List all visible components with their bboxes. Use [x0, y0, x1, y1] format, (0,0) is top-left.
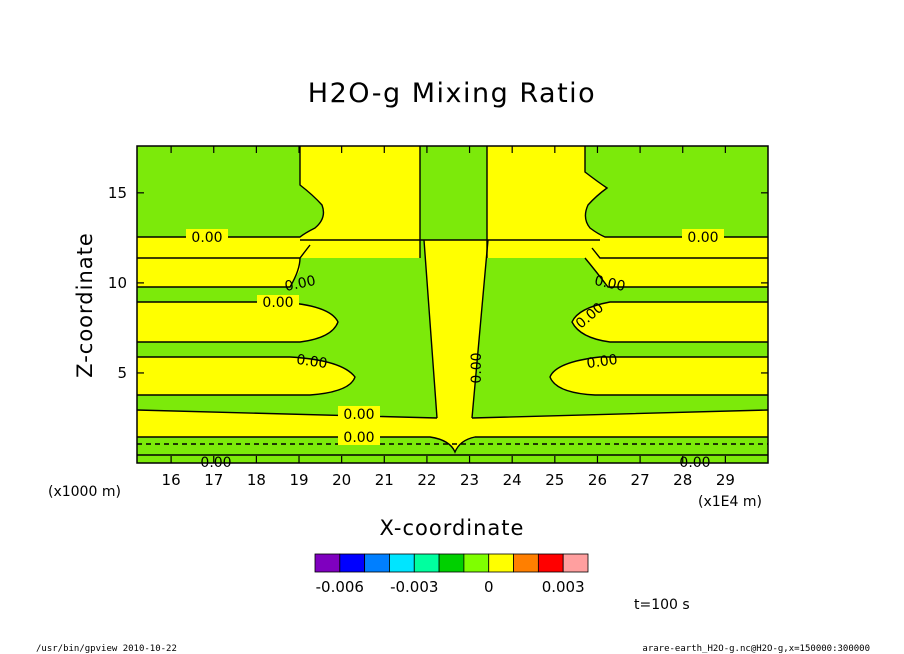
- y-axis-label: Z-coordinate: [73, 232, 97, 378]
- colorbar-tick-labels: -0.006 -0.003 0 0.003: [316, 578, 585, 596]
- colorbar-swatch: [314, 553, 341, 573]
- x-tick-label: 27: [631, 471, 650, 489]
- colorbar-swatch: [537, 553, 564, 573]
- yellow-regions: [137, 146, 768, 452]
- x-axis: 16 17 18 19 20 21 22 23 24 25 26 27 28 29: [162, 146, 735, 489]
- y-tick-label: 15: [108, 184, 127, 202]
- x-axis-label: X-coordinate: [380, 516, 525, 540]
- colorbar-swatch: [488, 553, 514, 573]
- region-right-band2: [572, 302, 768, 342]
- contour-line: [137, 409, 768, 419]
- colorbar-swatch: [339, 553, 366, 573]
- region-upper-right: [487, 146, 768, 258]
- contour-label: 0.00: [593, 273, 627, 295]
- region-left-band3: [137, 357, 355, 395]
- region-right-mid: [585, 258, 768, 287]
- y-tick-label: 5: [117, 364, 127, 382]
- x-tick-label: 25: [545, 471, 564, 489]
- contour-line: [549, 356, 768, 396]
- svg-text:0.00: 0.00: [469, 352, 485, 383]
- colorbar-swatch: [513, 553, 539, 573]
- svg-text:0.00: 0.00: [586, 352, 619, 372]
- colorbar-swatch: [463, 553, 490, 573]
- region-right-band3: [550, 357, 768, 395]
- x-tick-label: 28: [673, 471, 692, 489]
- colorbar-tick-label: 0.003: [542, 578, 585, 596]
- y-tick-label: 10: [108, 274, 127, 292]
- colorbar-swatch: [438, 553, 465, 573]
- contour-line: [571, 301, 768, 343]
- colorbar-tick-label: 0: [484, 578, 494, 596]
- contour-line: [137, 146, 325, 238]
- colorbar-tick-label: -0.006: [316, 578, 364, 596]
- chart-title: H2O-g Mixing Ratio: [308, 78, 596, 109]
- x-tick-label: 29: [716, 471, 735, 489]
- contour-label: 0.00: [338, 430, 380, 446]
- region-left-band2: [137, 302, 338, 342]
- x-tick-label: 16: [162, 471, 181, 489]
- contour-label: 0.00: [257, 295, 299, 311]
- footer-right: arare-earth_H2O-g.nc@H2O-g,x=150000:3000…: [642, 644, 870, 654]
- x-tick-label: 19: [289, 471, 308, 489]
- contour-lines: [137, 146, 768, 456]
- colorbar: [314, 553, 589, 573]
- colorbar-swatch: [364, 553, 390, 573]
- time-label: t=100 s: [634, 597, 690, 613]
- region-center-column: [424, 240, 488, 418]
- contour-line: [137, 356, 356, 396]
- contour-label: 0.00: [469, 352, 485, 383]
- colorbar-swatch: [389, 553, 415, 573]
- x-tick-label: 26: [588, 471, 607, 489]
- svg-text:0.00: 0.00: [687, 230, 718, 246]
- contour-line: [137, 436, 768, 454]
- footer-left: /usr/bin/gpview 2010-10-22: [36, 644, 177, 654]
- plot-area: [137, 146, 768, 463]
- contour-label: 0.00: [283, 273, 317, 295]
- svg-text:0.00: 0.00: [343, 407, 374, 423]
- contour-line: [423, 239, 489, 419]
- contour-line: [137, 257, 768, 288]
- x-tick-label: 24: [503, 471, 522, 489]
- contour-label: 0.00: [682, 229, 724, 246]
- svg-text:0.00: 0.00: [295, 352, 328, 372]
- x-tick-label: 21: [375, 471, 394, 489]
- contour-label: 0.00: [295, 352, 328, 372]
- svg-text:0.00: 0.00: [283, 273, 317, 295]
- x-unit-left: (x1000 m): [48, 484, 121, 500]
- contour-label: 0.00: [586, 352, 619, 372]
- x-tick-label: 22: [417, 471, 436, 489]
- x-tick-label: 18: [247, 471, 266, 489]
- region-left-mid: [137, 240, 310, 287]
- svg-text:0.00: 0.00: [191, 230, 222, 246]
- contour-label: 0.00: [186, 229, 228, 246]
- svg-text:0.00: 0.00: [593, 273, 627, 295]
- x-tick-label: 17: [204, 471, 223, 489]
- colorbar-tick-label: -0.003: [390, 578, 438, 596]
- x-tick-label: 20: [332, 471, 351, 489]
- contour-line: [584, 146, 768, 238]
- x-unit-right: (x1E4 m): [698, 494, 762, 510]
- colorbar-swatch: [413, 553, 440, 573]
- region-upper-left: [137, 146, 420, 258]
- x-tick-label: 23: [460, 471, 479, 489]
- svg-text:0.00: 0.00: [262, 295, 293, 311]
- y-axis: 5 10 15: [108, 184, 768, 382]
- contour-labels: 0.00 0.00 0.00 0.00 0.00 0.00 0.00 0.00 …: [186, 229, 724, 471]
- plot-frame: [136, 145, 769, 464]
- svg-text:0.00: 0.00: [343, 430, 374, 446]
- region-lower-band: [137, 410, 768, 437]
- contour-label: 0.00: [338, 406, 380, 423]
- colorbar-swatch: [562, 553, 589, 573]
